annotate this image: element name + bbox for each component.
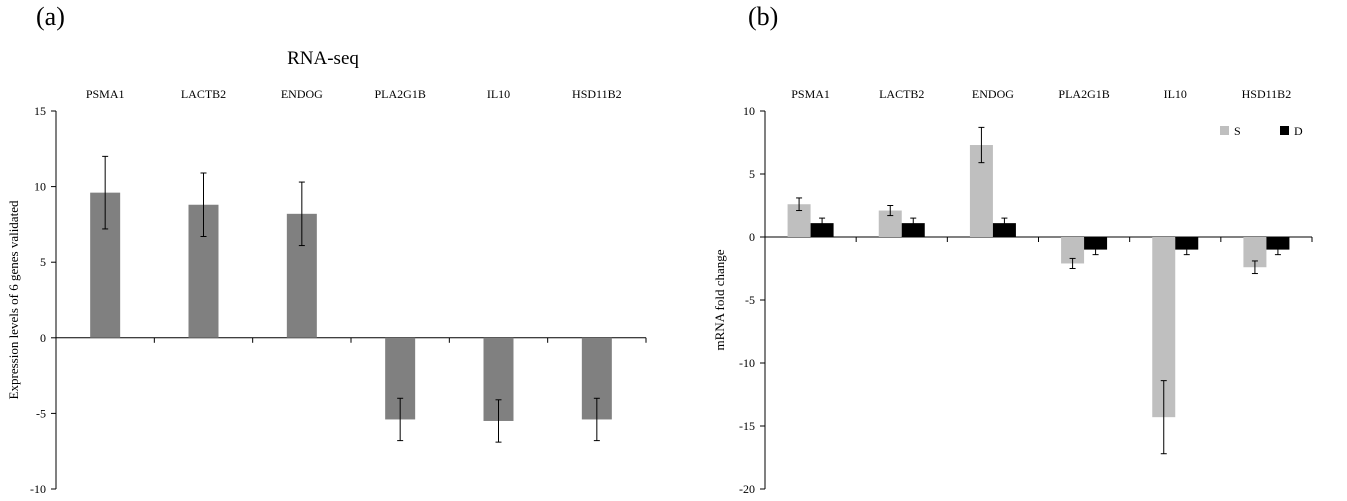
a-y-axis-label: Expression levels of 6 genes validated xyxy=(6,200,21,399)
b-y-tick-label: 10 xyxy=(743,104,755,118)
b-legend-label: S xyxy=(1234,124,1241,138)
a-category-label: LACTB2 xyxy=(181,87,226,101)
b-bar xyxy=(810,223,834,237)
b-category-label: HSD11B2 xyxy=(1242,87,1292,101)
b-category-label: LACTB2 xyxy=(879,87,924,101)
b-bar xyxy=(1175,237,1199,250)
b-legend-label: D xyxy=(1294,124,1303,138)
a-y-tick-label: 10 xyxy=(34,180,46,194)
b-category-label: ENDOG xyxy=(972,87,1014,101)
b-bar xyxy=(1061,237,1085,264)
b-y-tick-label: 0 xyxy=(749,230,755,244)
b-y-tick-label: -20 xyxy=(739,482,755,496)
b-bar xyxy=(787,204,811,237)
b-bar xyxy=(992,223,1016,237)
b-legend-swatch xyxy=(1280,126,1289,135)
a-chart-title: RNA-seq xyxy=(287,48,359,69)
b-legend-swatch xyxy=(1220,126,1229,135)
b-bar xyxy=(1152,237,1176,418)
a-y-tick-label: 5 xyxy=(40,255,46,269)
a-category-label: ENDOG xyxy=(281,87,323,101)
b-y-axis-label: mRNA fold change xyxy=(712,249,727,350)
b-category-label: PLA2G1B xyxy=(1058,87,1109,101)
b-bar xyxy=(969,145,993,237)
b-bar xyxy=(1243,237,1267,268)
b-y-tick-label: -5 xyxy=(745,293,755,307)
b-y-tick-label: -10 xyxy=(739,356,755,370)
a-category-label: PSMA1 xyxy=(86,87,125,101)
panel-b-label: (b) xyxy=(748,2,779,31)
chart-b: -20 -15 -10 -5 0 5 10 PSMA1 LACTB2 ENDOG PLA2G1B IL… xyxy=(712,87,1313,496)
a-category-label: HSD11B2 xyxy=(572,87,622,101)
b-bar xyxy=(878,210,902,237)
b-category-label: IL10 xyxy=(1164,87,1187,101)
b-bar xyxy=(1266,237,1290,250)
b-category-label: PSMA1 xyxy=(791,87,830,101)
b-y-tick-label: -15 xyxy=(739,419,755,433)
a-y-tick-label: -5 xyxy=(36,406,46,420)
a-y-tick-label: 0 xyxy=(40,331,46,345)
chart-a: -10 -5 0 5 10 15 PSMA1 LACTB2 ENDOG PLA2G1B IL10 HS… xyxy=(6,48,647,496)
b-bar xyxy=(901,223,925,237)
a-category-label: PLA2G1B xyxy=(374,87,425,101)
b-bar xyxy=(1084,237,1108,250)
b-y-tick-label: 5 xyxy=(749,167,755,181)
panel-a-label: (a) xyxy=(36,2,65,31)
a-category-label: IL10 xyxy=(487,87,510,101)
a-y-tick-label: 15 xyxy=(34,104,46,118)
a-y-tick-label: -10 xyxy=(30,482,46,496)
